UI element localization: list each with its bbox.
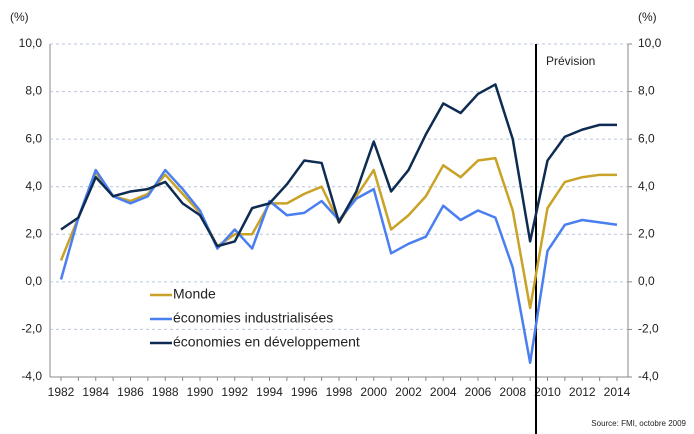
- legend-label: économies industrialisées: [173, 310, 333, 326]
- x-tick-label: 2000: [360, 385, 387, 399]
- x-tick-label: 2004: [430, 385, 457, 399]
- y2-tick-label: 10,0: [638, 36, 662, 50]
- x-tick-label: 2010: [534, 385, 561, 399]
- x-tick-label: 1984: [82, 385, 109, 399]
- x-tick-label: 1986: [117, 385, 144, 399]
- y-unit: (%): [10, 10, 29, 24]
- x-tick-label: 1988: [152, 385, 179, 399]
- x-tick-label: 2012: [569, 385, 596, 399]
- x-tick-label: 1990: [187, 385, 214, 399]
- x-tick-label: 1998: [326, 385, 353, 399]
- x-tick-label: 1992: [221, 385, 248, 399]
- legend-label: Monde: [173, 286, 216, 302]
- x-tick-label: 1994: [256, 385, 283, 399]
- y2-tick-label: 0,0: [638, 274, 655, 288]
- x-tick-label: 2006: [465, 385, 492, 399]
- y2-tick-label: 6,0: [638, 131, 655, 145]
- y-tick-label: 4,0: [25, 179, 42, 193]
- x-tick-label: 1982: [48, 385, 75, 399]
- source: Source: FMI, octobre 2009: [591, 419, 686, 428]
- y-tick-label: 0,0: [25, 274, 42, 288]
- y2-tick-label: 8,0: [638, 84, 655, 98]
- y-tick-label: 10,0: [19, 36, 43, 50]
- y-tick-label: 6,0: [25, 131, 42, 145]
- annotation: Prévision: [546, 54, 595, 68]
- y-tick-label: -4,0: [21, 369, 42, 383]
- y2-unit: (%): [638, 10, 657, 24]
- x-tick-label: 2002: [395, 385, 422, 399]
- x-tick-label: 1996: [291, 385, 318, 399]
- y-tick-label: -2,0: [21, 322, 42, 336]
- y2-tick-label: -4,0: [638, 369, 659, 383]
- x-tick-label: 2014: [604, 385, 631, 399]
- y-tick-label: 2,0: [25, 226, 42, 240]
- y-tick-label: 8,0: [25, 84, 42, 98]
- series-line: [60, 83, 617, 248]
- legend-label: économies en développement: [173, 334, 360, 350]
- series-line: [59, 156, 617, 310]
- y2-tick-label: 2,0: [638, 226, 655, 240]
- y2-tick-label: 4,0: [638, 179, 655, 193]
- x-tick-label: 2008: [499, 385, 526, 399]
- y2-tick-label: -2,0: [638, 322, 659, 336]
